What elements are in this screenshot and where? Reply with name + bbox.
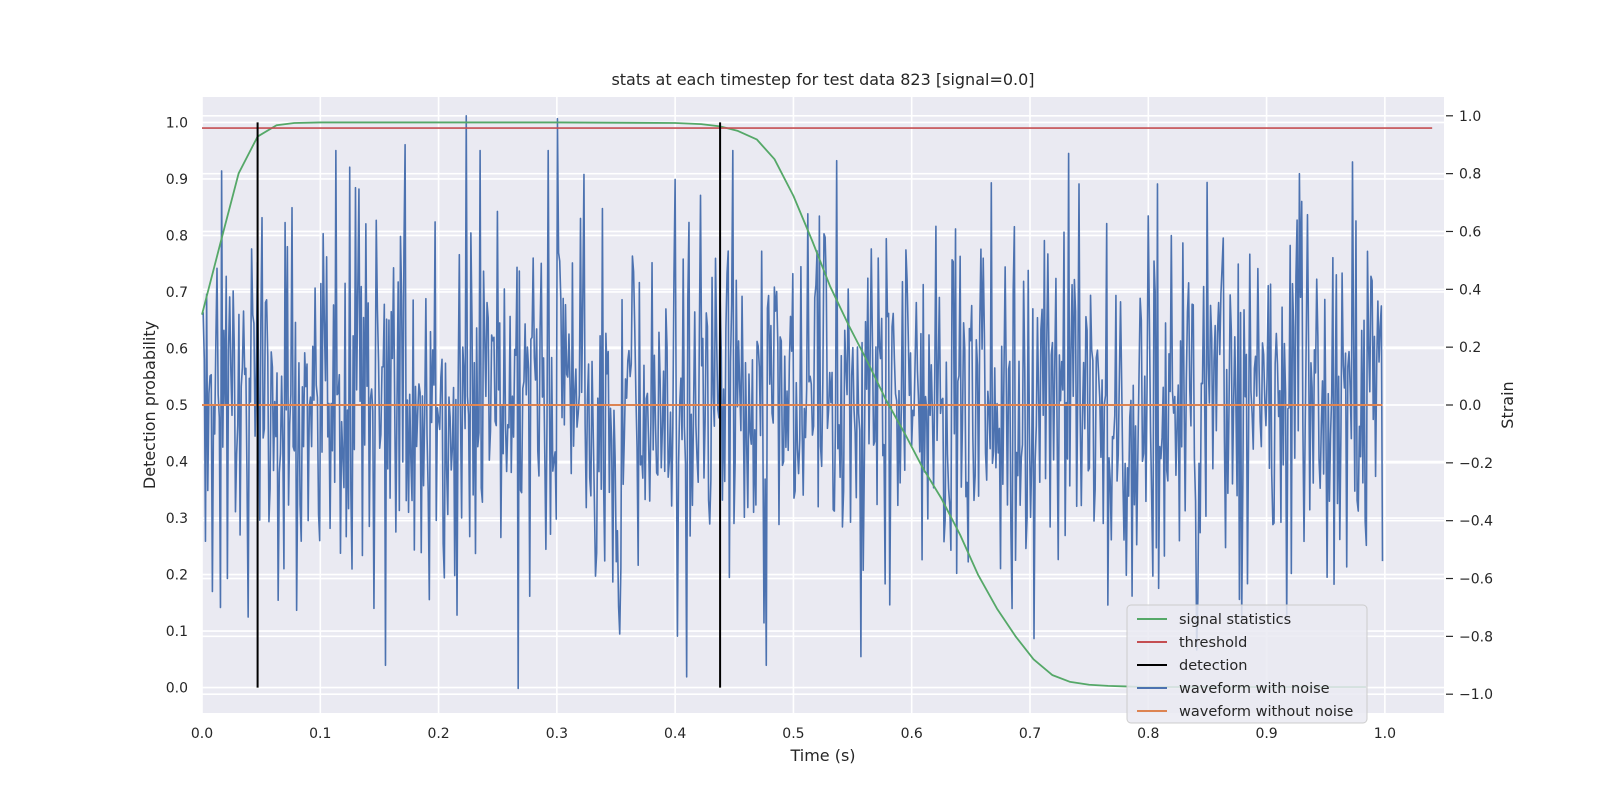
y2-tick-label: −1.0 <box>1459 687 1493 703</box>
x-tick-label: 0.2 <box>427 726 449 742</box>
x-tick-label: 0.5 <box>782 726 804 742</box>
legend: signal statistics threshold detection wavef… <box>1126 604 1368 724</box>
y-tick-label: 0.5 <box>166 398 188 414</box>
legend-entry: signal statistics <box>1179 612 1291 628</box>
y2-tick-label: −0.8 <box>1459 629 1493 645</box>
x-tick-label: 0.1 <box>309 726 331 742</box>
series-waveform-with-noise <box>201 115 1384 690</box>
y2-tick-label: 0.6 <box>1459 224 1481 240</box>
x-axis-label: Time (s) <box>789 746 855 765</box>
y-axis-label: Detection probability <box>140 321 159 489</box>
y2-axis-label: Strain <box>1498 381 1517 428</box>
y-tick-label: 0.4 <box>166 455 188 471</box>
legend-entry: threshold <box>1179 635 1247 651</box>
y2-tick-label: −0.2 <box>1459 456 1493 472</box>
plot-content <box>201 115 1433 690</box>
y-tick-label: 0.6 <box>166 341 188 357</box>
y-tick-label: 0.3 <box>166 511 188 527</box>
x-tick-label: 0.9 <box>1255 726 1277 742</box>
x-tick-label: 1.0 <box>1374 726 1396 742</box>
x-tick-label: 0.4 <box>664 726 686 742</box>
x-tick-label: 0.6 <box>901 726 923 742</box>
y2-tick-label: 0.2 <box>1459 340 1481 356</box>
legend-entry: waveform with noise <box>1179 681 1330 697</box>
legend-entry: detection <box>1179 658 1247 674</box>
y2-tick-label: 0.4 <box>1459 282 1481 298</box>
legend-box <box>1126 604 1368 724</box>
y2-tick-label: −0.4 <box>1459 514 1493 530</box>
y-tick-label: 0.8 <box>166 228 188 244</box>
y2-tick-label: −0.6 <box>1459 572 1493 588</box>
legend-entry: waveform without noise <box>1179 704 1353 720</box>
series-signal-statistics <box>201 121 1366 688</box>
x-tick-label: 0.3 <box>546 726 568 742</box>
chart-title: stats at each timestep for test data 823… <box>611 70 1034 89</box>
y-tick-label: 0.7 <box>166 285 188 301</box>
y2-tick-label: 0.0 <box>1459 398 1481 414</box>
y2-tick-label: 1.0 <box>1459 109 1481 125</box>
y-tick-label: 1.0 <box>166 115 188 131</box>
axes: 0.0 0.1 0.2 0.3 0.4 0.5 0.6 0.7 0.8 0.9 1.0 0.0 0.1 0… <box>166 109 1493 742</box>
y-tick-label: 0.0 <box>166 681 188 697</box>
x-tick-label: 0.7 <box>1019 726 1041 742</box>
y-tick-label: 0.9 <box>166 172 188 188</box>
y-tick-label: 0.2 <box>166 568 188 584</box>
y2-tick-label: 0.8 <box>1459 167 1481 183</box>
x-tick-label: 0.0 <box>191 726 213 742</box>
x-tick-label: 0.8 <box>1137 726 1159 742</box>
y-tick-label: 0.1 <box>166 624 188 640</box>
